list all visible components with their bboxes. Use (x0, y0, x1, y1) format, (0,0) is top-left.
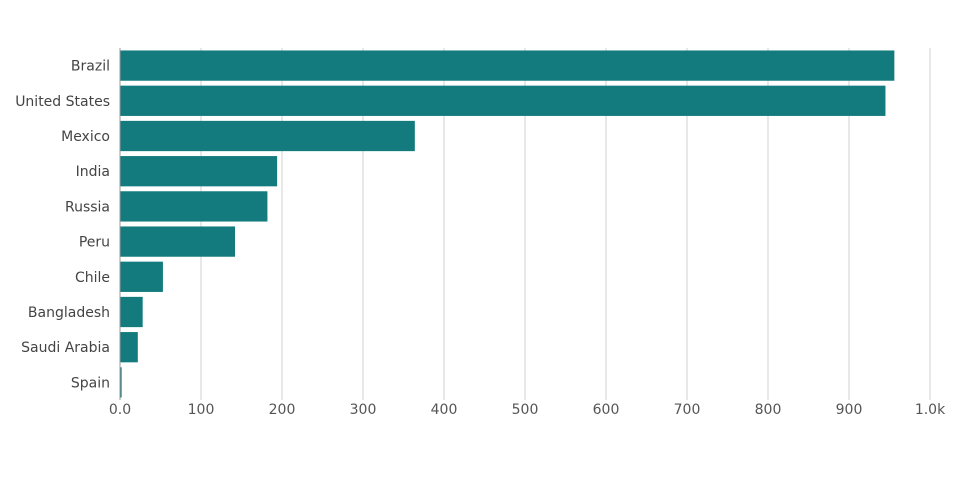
x-tick-label: 500 (512, 402, 539, 418)
x-tick-label: 200 (269, 402, 296, 418)
bar[interactable] (120, 85, 886, 116)
x-tick-labels: 0.0 100 200 300 400 500 600 700 800 900 1.0k (109, 402, 946, 418)
category-label: Peru (79, 235, 110, 251)
bar[interactable] (120, 226, 236, 257)
category-label: Russia (65, 199, 110, 215)
bar[interactable] (120, 156, 278, 187)
bar[interactable] (120, 296, 143, 328)
category-labels: Brazil United States Mexico India Russia Peru… (15, 59, 110, 392)
x-tick-label: 300 (350, 402, 377, 418)
x-tick-label: 700 (674, 402, 701, 418)
bar[interactable] (120, 50, 895, 81)
x-tick-label: 100 (188, 402, 215, 418)
category-label: United States (15, 94, 110, 110)
category-label: Chile (75, 270, 110, 286)
bar[interactable] (120, 367, 122, 398)
x-tick-label: 1.0k (915, 402, 946, 418)
x-tick-label: 600 (593, 402, 620, 418)
bar[interactable] (120, 191, 268, 222)
x-tick-label: 800 (755, 402, 782, 418)
category-label: Mexico (61, 129, 110, 145)
x-tick-label: 0.0 (109, 402, 131, 418)
category-label: Spain (71, 375, 110, 391)
category-label: Saudi Arabia (21, 340, 110, 356)
bar[interactable] (120, 332, 138, 363)
bar[interactable] (120, 261, 163, 292)
category-label: India (76, 164, 110, 180)
bar[interactable] (120, 120, 415, 152)
x-tick-label: 900 (836, 402, 863, 418)
x-tick-label: 400 (431, 402, 458, 418)
bars (120, 50, 895, 398)
category-label: Bangladesh (28, 305, 110, 321)
category-label: Brazil (71, 59, 110, 75)
